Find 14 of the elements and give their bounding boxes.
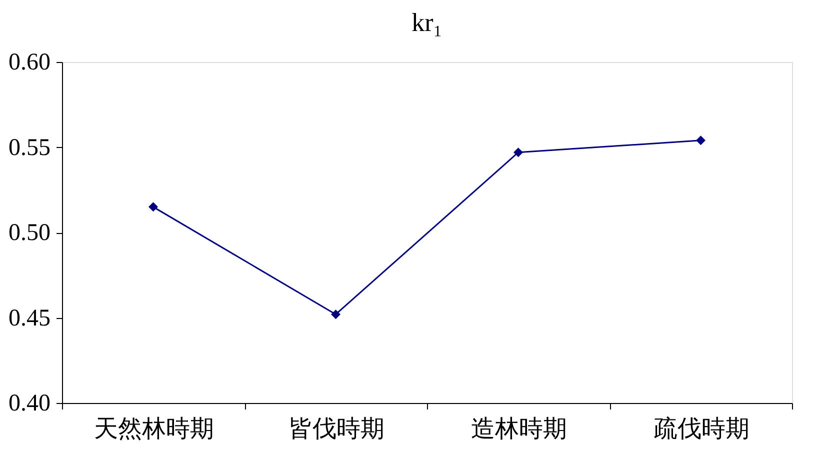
point	[514, 148, 523, 158]
chart-title: kr₁	[412, 8, 442, 37]
y-tick-label: 0.40	[8, 390, 50, 416]
x-tick-label: 天然林時期	[94, 416, 214, 442]
y-tick-label: 0.60	[8, 50, 50, 76]
point	[331, 310, 340, 320]
y-tick-label: 0.55	[8, 134, 50, 161]
x-tick-label: 造林時期	[470, 416, 567, 442]
point	[696, 136, 706, 146]
x-tick-label: 疏伐時期	[653, 416, 750, 442]
x-tick-label: 皆伐時期	[288, 416, 384, 442]
point	[148, 202, 158, 212]
y-tick-label: 0.50	[8, 220, 50, 246]
y-tick-label: 0.45	[8, 305, 50, 332]
